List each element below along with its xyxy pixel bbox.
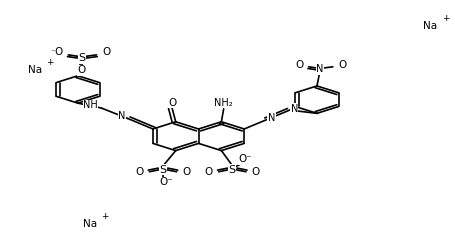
Text: Na: Na xyxy=(28,65,42,75)
Text: S: S xyxy=(159,165,166,175)
Text: O⁻: O⁻ xyxy=(159,177,173,187)
Text: NH: NH xyxy=(83,100,98,110)
Text: NH₂: NH₂ xyxy=(214,98,233,108)
Text: N: N xyxy=(267,112,274,122)
Text: S: S xyxy=(78,53,86,63)
Text: N: N xyxy=(316,64,323,74)
Text: Na: Na xyxy=(423,20,437,30)
Text: O: O xyxy=(338,60,346,70)
Text: O: O xyxy=(54,47,62,57)
Text: O: O xyxy=(78,65,86,75)
Text: +: + xyxy=(46,58,54,67)
Text: +: + xyxy=(441,14,448,22)
Text: Na: Na xyxy=(82,220,96,230)
Text: O: O xyxy=(135,167,143,177)
Text: O: O xyxy=(294,60,303,70)
Text: N: N xyxy=(290,104,297,114)
Text: S: S xyxy=(228,165,235,175)
Text: +: + xyxy=(101,212,108,222)
Text: O: O xyxy=(102,47,111,57)
Text: O: O xyxy=(204,167,212,177)
Text: O: O xyxy=(251,167,259,177)
Text: O: O xyxy=(167,98,176,108)
Text: ⁻: ⁻ xyxy=(50,48,55,57)
Text: O: O xyxy=(182,167,190,177)
Text: O⁻: O⁻ xyxy=(238,154,251,164)
Text: N: N xyxy=(118,111,126,121)
